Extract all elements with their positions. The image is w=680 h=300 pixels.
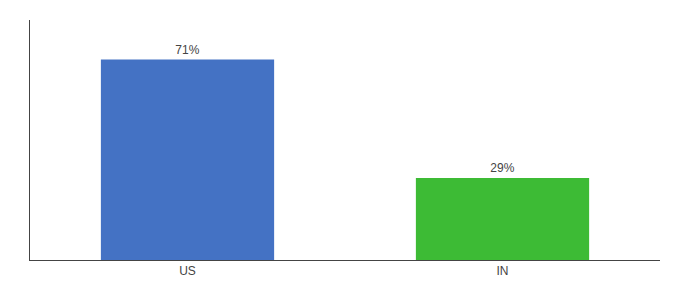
svg-text:29%: 29% bbox=[490, 161, 514, 175]
svg-text:71%: 71% bbox=[175, 43, 199, 57]
svg-text:IN: IN bbox=[497, 264, 509, 278]
svg-text:US: US bbox=[179, 264, 196, 278]
